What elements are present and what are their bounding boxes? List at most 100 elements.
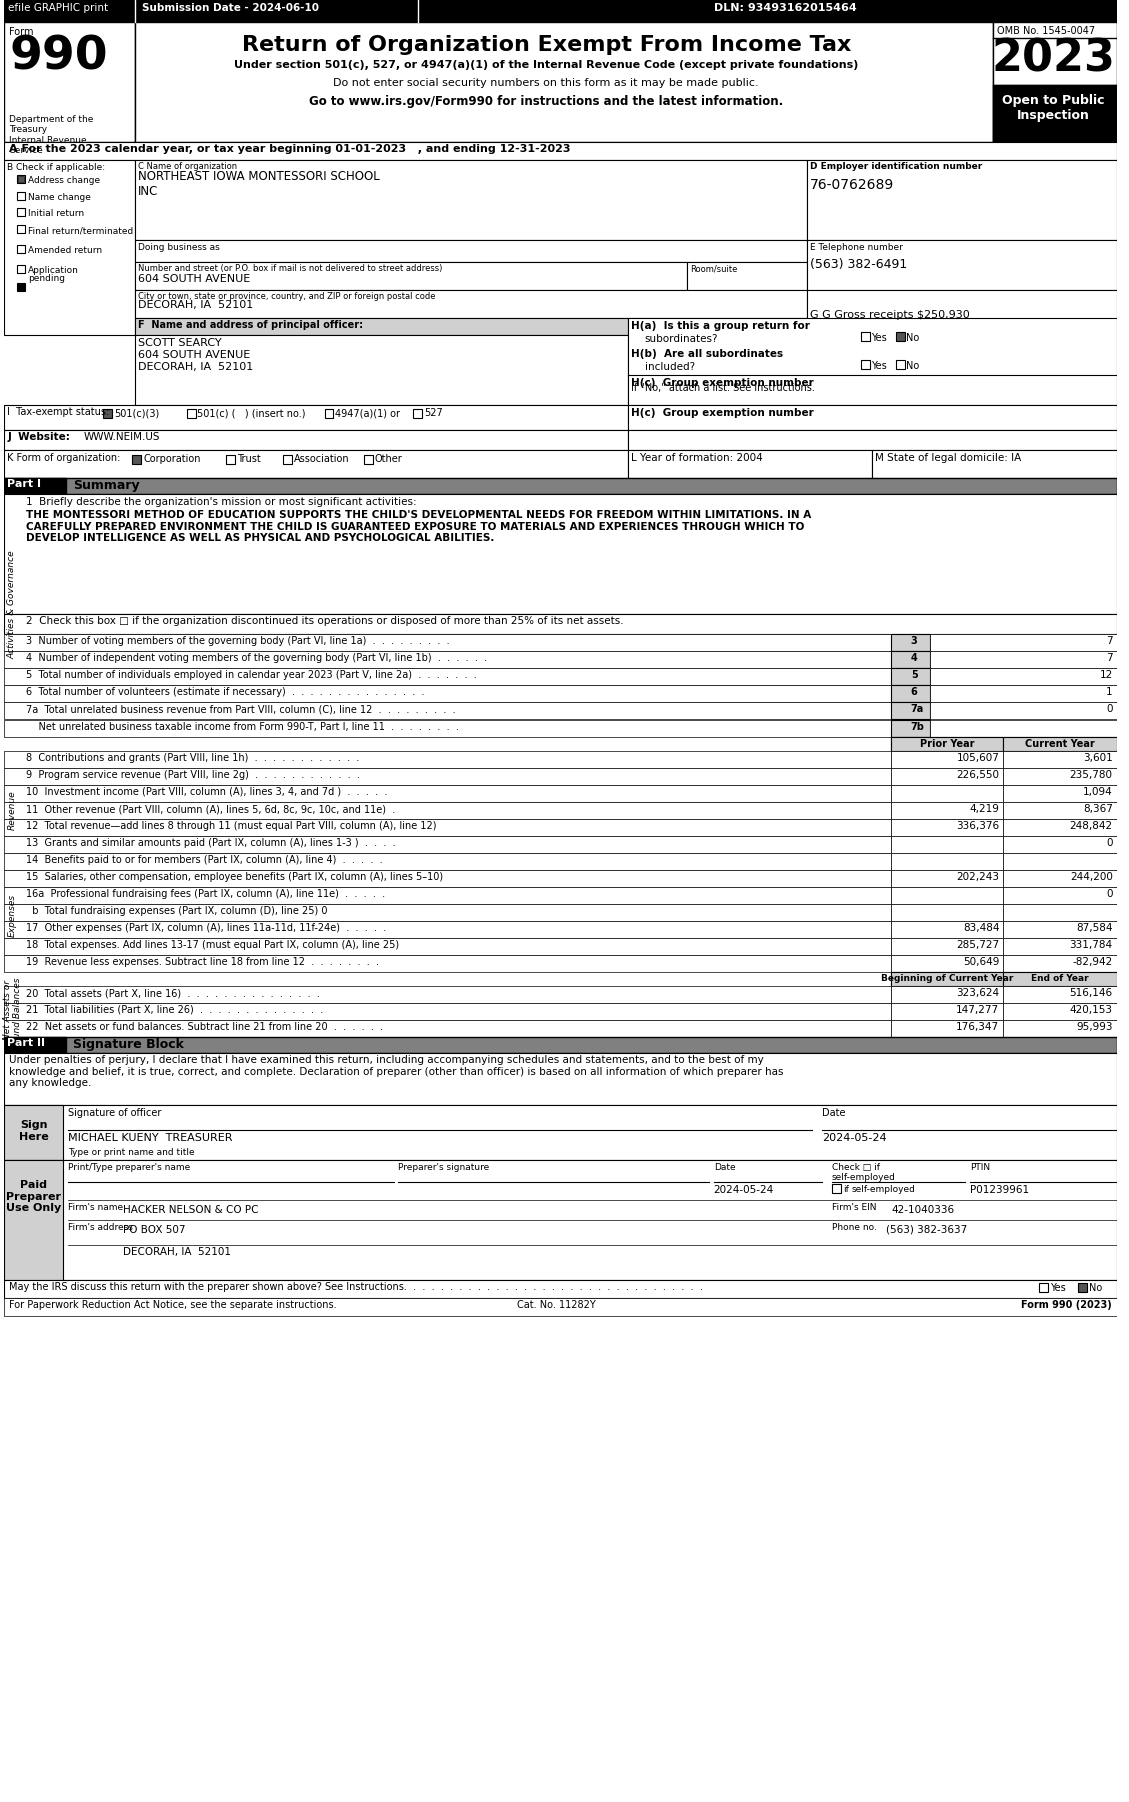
- Text: May the IRS discuss this return with the preparer shown above? See Instructions.: May the IRS discuss this return with the…: [9, 1281, 703, 1292]
- Bar: [891, 737, 1004, 751]
- Text: Corporation: Corporation: [143, 454, 201, 463]
- Text: 0: 0: [1106, 705, 1113, 714]
- Text: 50,649: 50,649: [963, 957, 999, 968]
- Text: 7a: 7a: [911, 705, 924, 714]
- Text: Firm's EIN: Firm's EIN: [832, 1204, 876, 1213]
- Text: 527: 527: [425, 407, 443, 418]
- Text: Yes: Yes: [872, 360, 887, 371]
- Text: subordinates?: subordinates?: [645, 333, 718, 344]
- Text: 5: 5: [911, 670, 918, 679]
- Text: Firm's address: Firm's address: [69, 1224, 133, 1233]
- Bar: [1004, 955, 1117, 971]
- Bar: [807, 240, 1117, 290]
- Text: HACKER NELSON & CO PC: HACKER NELSON & CO PC: [123, 1206, 259, 1215]
- Text: 4: 4: [911, 652, 918, 663]
- Bar: [17, 207, 25, 216]
- Text: 11  Other revenue (Part VIII, column (A), lines 5, 6d, 8c, 9c, 10c, and 11e)  .: 11 Other revenue (Part VIII, column (A),…: [26, 804, 395, 815]
- Bar: [1078, 1283, 1087, 1292]
- Bar: [135, 240, 807, 261]
- Bar: [930, 634, 1117, 651]
- Text: 76-0762689: 76-0762689: [811, 178, 894, 193]
- Bar: [5, 634, 891, 651]
- Bar: [891, 651, 930, 669]
- Text: Number and street (or P.O. box if mail is not delivered to street address): Number and street (or P.O. box if mail i…: [139, 265, 443, 272]
- Text: MICHAEL KUENY  TREASURER: MICHAEL KUENY TREASURER: [69, 1133, 233, 1142]
- Text: L Year of formation: 2004: L Year of formation: 2004: [631, 452, 763, 463]
- Bar: [135, 335, 628, 405]
- Text: DECORAH, IA  52101: DECORAH, IA 52101: [123, 1247, 230, 1258]
- Text: Under penalties of perjury, I declare that I have examined this return, includin: Under penalties of perjury, I declare th…: [9, 1054, 784, 1088]
- Bar: [324, 409, 333, 418]
- Text: 2023: 2023: [991, 38, 1115, 81]
- Bar: [5, 22, 135, 142]
- Text: Form: Form: [9, 27, 34, 38]
- Text: Open to Public
Inspection: Open to Public Inspection: [1003, 94, 1105, 123]
- Text: M State of legal domicile: IA: M State of legal domicile: IA: [875, 452, 1022, 463]
- Text: If "No," attach a list. See instructions.: If "No," attach a list. See instructions…: [631, 384, 815, 393]
- Text: 3  Number of voting members of the governing body (Part VI, line 1a)  .  .  .  .: 3 Number of voting members of the govern…: [26, 636, 449, 645]
- Bar: [5, 703, 891, 719]
- Text: 20  Total assets (Part X, line 16)  .  .  .  .  .  .  .  .  .  .  .  .  .  .  .: 20 Total assets (Part X, line 16) . . . …: [26, 987, 320, 998]
- Bar: [992, 85, 1117, 142]
- Bar: [891, 986, 1004, 1004]
- Bar: [5, 431, 628, 450]
- Text: Check □ if
self-employed: Check □ if self-employed: [832, 1162, 895, 1182]
- Text: Cat. No. 11282Y: Cat. No. 11282Y: [517, 1299, 595, 1310]
- Text: Beginning of Current Year: Beginning of Current Year: [881, 975, 1014, 984]
- Text: 516,146: 516,146: [1069, 987, 1113, 998]
- Text: 87,584: 87,584: [1076, 923, 1113, 933]
- Text: Department of the
Treasury
Internal Revenue
Service: Department of the Treasury Internal Reve…: [9, 115, 94, 155]
- Bar: [891, 905, 1004, 921]
- Bar: [5, 786, 891, 802]
- Bar: [861, 332, 870, 341]
- Bar: [5, 1105, 63, 1160]
- Text: A For the 2023 calendar year, or tax year beginning 01-01-2023   , and ending 12: A For the 2023 calendar year, or tax yea…: [9, 144, 571, 153]
- Bar: [891, 852, 1004, 870]
- Text: Net Assets or
Fund Balances: Net Assets or Fund Balances: [2, 977, 21, 1043]
- Text: Revenue: Revenue: [8, 791, 17, 829]
- Bar: [5, 0, 1117, 22]
- Bar: [891, 939, 1004, 955]
- Text: 501(c) (   ) (insert no.): 501(c) ( ) (insert no.): [198, 407, 306, 418]
- Bar: [135, 22, 992, 142]
- Text: WWW.NEIM.US: WWW.NEIM.US: [84, 432, 159, 441]
- Text: 5  Total number of individuals employed in calendar year 2023 (Part V, line 2a) : 5 Total number of individuals employed i…: [26, 670, 476, 679]
- Bar: [992, 22, 1117, 142]
- Text: Paid
Preparer
Use Only: Paid Preparer Use Only: [7, 1180, 62, 1213]
- Text: K Form of organization:: K Form of organization:: [7, 452, 121, 463]
- Text: Yes: Yes: [1050, 1283, 1066, 1294]
- Bar: [135, 261, 688, 290]
- Bar: [5, 870, 891, 887]
- Text: Go to www.irs.gov/Form990 for instructions and the latest information.: Go to www.irs.gov/Form990 for instructio…: [309, 96, 784, 108]
- Text: P01239961: P01239961: [970, 1186, 1029, 1195]
- Text: Date: Date: [822, 1108, 846, 1117]
- Text: Signature Block: Signature Block: [73, 1038, 184, 1051]
- Bar: [1004, 836, 1117, 852]
- Text: 147,277: 147,277: [956, 1006, 999, 1015]
- Text: No: No: [905, 333, 919, 342]
- Bar: [1039, 1283, 1048, 1292]
- Bar: [5, 818, 891, 836]
- Bar: [17, 175, 25, 184]
- Text: Initial return: Initial return: [28, 209, 85, 218]
- Bar: [5, 905, 891, 921]
- Text: 21  Total liabilities (Part X, line 26)  .  .  .  .  .  .  .  .  .  .  .  .  .  : 21 Total liabilities (Part X, line 26) .…: [26, 1006, 323, 1015]
- Text: 7: 7: [1106, 636, 1113, 645]
- Text: City or town, state or province, country, and ZIP or foreign postal code: City or town, state or province, country…: [139, 292, 436, 301]
- Text: -82,942: -82,942: [1073, 957, 1113, 968]
- Text: Final return/terminated: Final return/terminated: [28, 225, 133, 234]
- Bar: [891, 1020, 1004, 1036]
- Bar: [5, 939, 891, 955]
- Bar: [5, 1004, 891, 1020]
- Text: D Employer identification number: D Employer identification number: [811, 162, 982, 171]
- Bar: [5, 802, 891, 818]
- Bar: [930, 669, 1117, 685]
- Text: 16a  Professional fundraising fees (Part IX, column (A), line 11e)  .  .  .  .  : 16a Professional fundraising fees (Part …: [26, 888, 385, 899]
- Text: 501(c)(3): 501(c)(3): [114, 407, 159, 418]
- Text: G G Gross receipts $250,930: G G Gross receipts $250,930: [811, 310, 970, 321]
- Bar: [18, 177, 24, 182]
- Bar: [5, 887, 891, 905]
- Text: included?: included?: [645, 362, 694, 371]
- Bar: [891, 1004, 1004, 1020]
- Text: 7b: 7b: [911, 723, 925, 732]
